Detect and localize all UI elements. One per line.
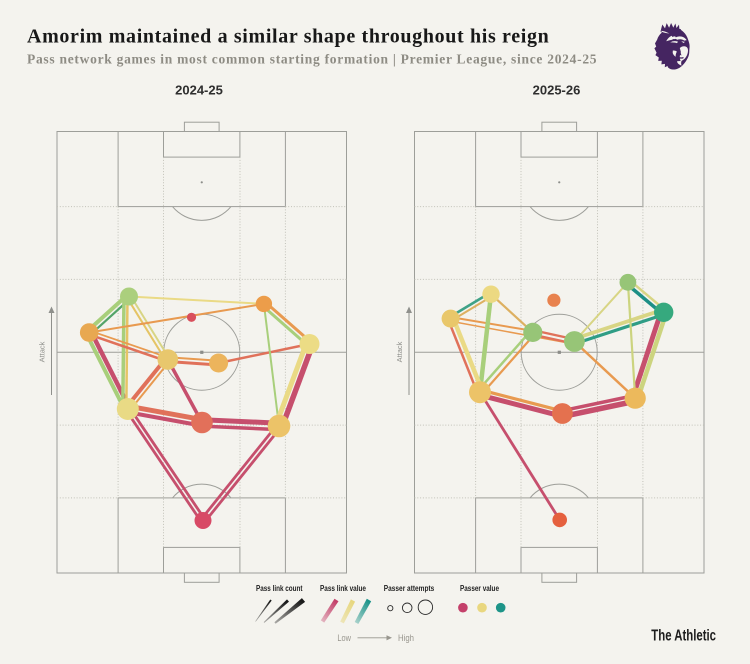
svg-text:2025-26: 2025-26 bbox=[533, 83, 581, 98]
svg-text:2024-25: 2024-25 bbox=[175, 83, 223, 98]
svg-text:The Athletic: The Athletic bbox=[651, 627, 716, 644]
svg-text:Attack: Attack bbox=[395, 341, 404, 362]
svg-text:Attack: Attack bbox=[38, 341, 47, 362]
svg-text:Passer attempts: Passer attempts bbox=[384, 583, 435, 593]
svg-text:Pass link value: Pass link value bbox=[320, 583, 366, 593]
svg-text:Low: Low bbox=[337, 633, 351, 643]
svg-text:High: High bbox=[398, 633, 414, 643]
svg-text:Pass link count: Pass link count bbox=[256, 583, 303, 593]
svg-text:Passer value: Passer value bbox=[460, 583, 499, 593]
svg-text:Amorim maintained a similar sh: Amorim maintained a similar shape throug… bbox=[27, 26, 549, 48]
svg-text:Pass network games in most com: Pass network games in most common starti… bbox=[27, 52, 597, 67]
